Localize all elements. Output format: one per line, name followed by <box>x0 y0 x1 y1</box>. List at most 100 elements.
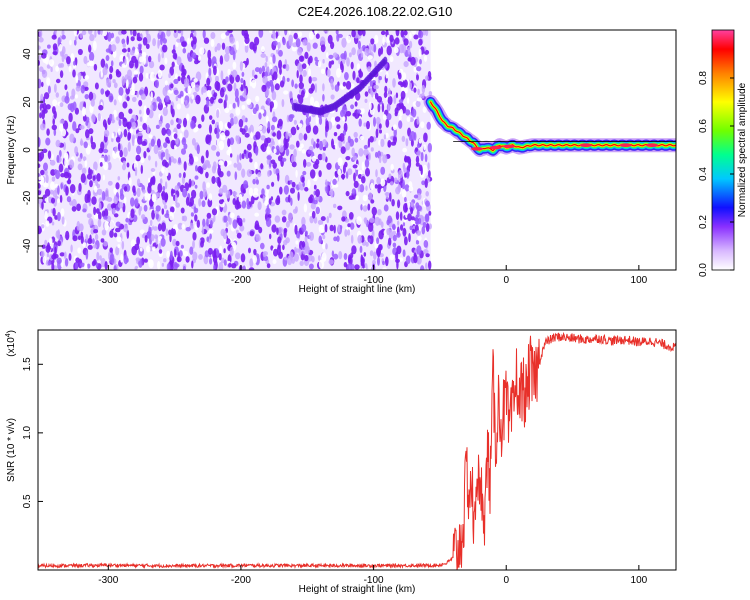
heatmap-cell <box>380 178 386 187</box>
heatmap-cell <box>358 118 362 127</box>
heatmap-cell <box>136 145 142 155</box>
heatmap-cell <box>39 66 44 72</box>
heatmap-cell <box>181 137 187 146</box>
heatmap-cell <box>258 30 264 38</box>
heatmap-cell <box>235 107 241 116</box>
heatmap-cell <box>73 60 76 66</box>
heatmap-cell <box>44 210 48 220</box>
heatmap-cell <box>350 61 354 70</box>
heatmap-cell <box>352 164 358 169</box>
heatmap-cell <box>382 260 385 266</box>
heatmap-cell <box>402 162 405 170</box>
heatmap-cell <box>181 223 186 230</box>
heatmap-cell <box>224 53 230 62</box>
heatmap-cell <box>198 254 203 260</box>
heatmap-cell <box>369 136 374 143</box>
heatmap-cell <box>397 220 400 226</box>
heatmap-cell <box>229 246 234 257</box>
heatmap-cell <box>303 203 308 213</box>
heatmap-cell <box>354 101 358 107</box>
heatmap-cell <box>281 99 285 108</box>
heatmap-cell <box>57 185 60 195</box>
heatmap-cell <box>285 221 290 228</box>
heatmap-cell <box>219 87 225 98</box>
heatmap-cell <box>205 171 209 179</box>
heatmap-cell <box>60 63 65 68</box>
heatmap-cell <box>109 220 115 230</box>
heatmap-cell <box>416 193 422 201</box>
heatmap-cell <box>83 81 89 88</box>
heatmap-cell <box>122 43 126 48</box>
heatmap-cell <box>376 237 380 245</box>
heatmap-cell <box>320 36 326 47</box>
heatmap-cell <box>72 101 77 111</box>
heatmap-cell <box>260 163 264 170</box>
heatmap-cell <box>427 162 430 171</box>
heatmap-y-label: Frequency (Hz) <box>6 116 17 185</box>
heatmap-cell <box>64 258 69 267</box>
heatmap-cell <box>48 59 55 67</box>
heatmap-cell <box>193 156 199 162</box>
heatmap-cell <box>268 198 272 205</box>
heatmap-cell <box>295 240 299 245</box>
heatmap-cell <box>58 163 64 173</box>
heatmap-cell <box>326 68 331 78</box>
heatmap-cell <box>385 71 389 79</box>
heatmap-cell <box>365 242 369 247</box>
heatmap-cell <box>260 53 267 58</box>
heatmap-cell <box>273 148 277 154</box>
heatmap-cell <box>168 156 172 166</box>
heatmap-cell <box>193 78 198 83</box>
heatmap-hot-spot <box>471 147 483 151</box>
heatmap-cell <box>332 178 337 185</box>
heatmap-cell <box>63 251 67 260</box>
heatmap-cell <box>351 245 357 255</box>
heatmap-cell <box>285 64 290 72</box>
heatmap-cell <box>183 172 186 179</box>
heatmap-cell <box>75 257 80 263</box>
heatmap-cell <box>375 116 381 125</box>
heatmap-cell <box>49 237 53 245</box>
heatmap-cell <box>51 221 55 226</box>
heatmap-cell <box>223 248 226 254</box>
heatmap-cell <box>375 169 378 178</box>
heatmap-cell <box>260 135 266 141</box>
heatmap-cell <box>308 31 314 40</box>
heatmap-cell <box>108 93 114 103</box>
heatmap-cell <box>100 58 106 68</box>
heatmap-cell <box>331 250 335 257</box>
heatmap-cell <box>102 30 108 37</box>
heatmap-cell <box>194 59 199 65</box>
heatmap-cell <box>123 196 127 204</box>
heatmap-cell <box>206 97 210 108</box>
heatmap-cell <box>170 104 173 115</box>
heatmap-cell <box>180 96 184 105</box>
heatmap-cell <box>264 200 269 206</box>
heatmap-cell <box>68 253 72 261</box>
heatmap-cell <box>163 204 168 210</box>
heatmap-cell <box>398 115 402 121</box>
heatmap-cell <box>207 247 213 255</box>
heatmap-cell <box>306 162 312 167</box>
heatmap-cell <box>242 188 246 194</box>
heatmap-cell <box>233 116 238 125</box>
heatmap-cell <box>308 263 314 270</box>
heatmap-cell <box>393 95 397 105</box>
heatmap-cell <box>166 209 169 216</box>
heatmap-cell <box>212 250 216 259</box>
heatmap-cell <box>59 252 65 257</box>
heatmap-cell <box>420 151 424 162</box>
heatmap-cell <box>343 262 348 268</box>
heatmap-cell <box>330 60 335 65</box>
heatmap-cell <box>308 76 312 84</box>
heatmap-cell <box>210 39 215 47</box>
heatmap-cell <box>108 161 112 171</box>
heatmap-cell <box>240 84 244 92</box>
heatmap-cell <box>337 168 342 176</box>
heatmap-cell <box>161 127 167 136</box>
heatmap-cell <box>38 176 44 181</box>
heatmap-cell <box>279 67 282 75</box>
heatmap-cell <box>364 91 369 97</box>
heatmap-cell <box>130 89 136 96</box>
heatmap-cell <box>378 139 381 146</box>
